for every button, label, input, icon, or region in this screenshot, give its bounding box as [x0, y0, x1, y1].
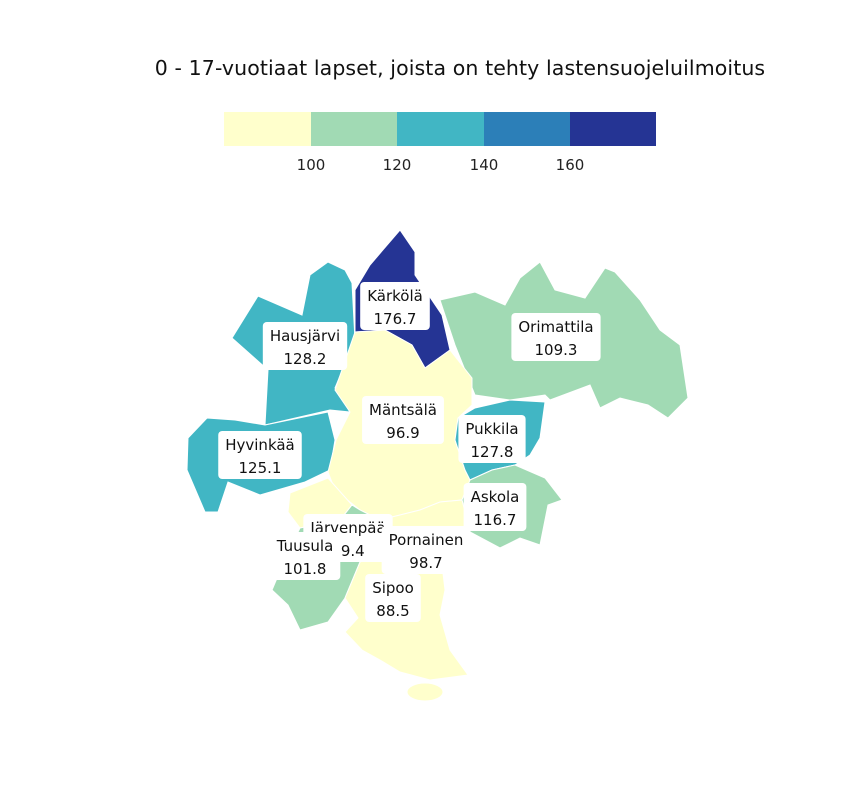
- label-hyvinkaa: Hyvinkää 125.1: [218, 431, 302, 479]
- region-name: Hyvinkää: [225, 436, 295, 454]
- legend-swatch: [397, 112, 484, 146]
- label-orimattila: Orimattila 109.3: [511, 313, 601, 361]
- label-sipoo: Sipoo 88.5: [365, 574, 421, 622]
- region-name: Mäntsälä: [369, 401, 437, 419]
- region-value: 96.9: [386, 424, 419, 442]
- label-box: [262, 322, 348, 370]
- label-box: [269, 532, 341, 580]
- region-value: 98.7: [409, 554, 442, 572]
- legend-tick: 160: [556, 156, 585, 174]
- legend-tick: 140: [470, 156, 499, 174]
- label-mantsala: Mäntsälä 96.9: [362, 396, 444, 444]
- legend-swatch: [570, 112, 656, 146]
- region-value: 127.8: [471, 443, 514, 461]
- label-box: [381, 526, 471, 574]
- region-value: 88.5: [376, 602, 409, 620]
- legend-tick: 100: [297, 156, 326, 174]
- legend-tick: 120: [383, 156, 412, 174]
- region-value: 116.7: [474, 511, 517, 529]
- label-karkola: Kärkölä 176.7: [360, 282, 430, 330]
- region-name: Hausjärvi: [270, 327, 340, 345]
- label-hausjarvi: Hausjärvi 128.2: [262, 322, 348, 370]
- label-askola: Askola 116.7: [463, 483, 527, 531]
- label-pornainen: Pornainen 98.7: [381, 526, 471, 574]
- region-name: Pornainen: [389, 531, 464, 549]
- legend: 100 120 140 160: [224, 112, 656, 174]
- region-value: 176.7: [374, 310, 417, 328]
- region-value: 109.3: [535, 341, 578, 359]
- label-box: [511, 313, 601, 361]
- label-box: [218, 431, 302, 479]
- region-name: Askola: [471, 488, 520, 506]
- label-pukkila: Pukkila 127.8: [458, 415, 526, 463]
- label-box: [362, 396, 444, 444]
- region-name: Orimattila: [518, 318, 593, 336]
- label-tuusula: Tuusula 101.8: [269, 532, 341, 580]
- labels: Hausjärvi 128.2 Kärkölä 176.7 Orimattila 10…: [218, 282, 601, 622]
- region-name: Sipoo: [372, 579, 414, 597]
- region-value: 101.8: [284, 560, 327, 578]
- legend-swatch: [311, 112, 397, 146]
- region-value: 128.2: [284, 350, 327, 368]
- label-box: [365, 574, 421, 622]
- region-name: Tuusula: [276, 537, 334, 555]
- region-name: Pukkila: [465, 420, 518, 438]
- region-name: Kärkölä: [367, 287, 423, 305]
- label-box: [458, 415, 526, 463]
- legend-swatch: [484, 112, 570, 146]
- region-value: 125.1: [239, 459, 282, 477]
- legend-swatch: [224, 112, 311, 146]
- map-title: 0 - 17-vuotiaat lapset, joista on tehty …: [154, 56, 766, 80]
- label-box: [360, 282, 430, 330]
- label-box: [463, 483, 527, 531]
- region-sipoo-island: [406, 682, 444, 702]
